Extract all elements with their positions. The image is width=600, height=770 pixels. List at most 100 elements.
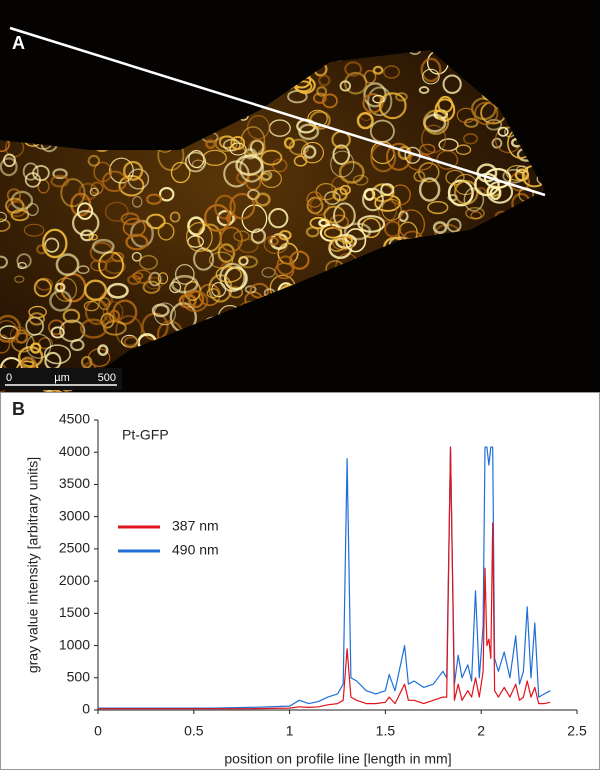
cell (288, 138, 310, 156)
cell (104, 259, 126, 275)
cell (72, 209, 100, 237)
cell (339, 184, 351, 196)
cell (175, 263, 195, 285)
cell (462, 133, 479, 145)
cell (157, 222, 175, 241)
cell (79, 318, 108, 339)
cell (24, 172, 41, 188)
cell (184, 393, 196, 403)
cell (505, 165, 529, 181)
cell (332, 144, 351, 165)
cell (323, 226, 342, 239)
scale-label: 500 (98, 372, 116, 384)
cell (333, 202, 356, 229)
cell (427, 200, 449, 215)
cell (380, 183, 395, 196)
cell (158, 186, 175, 202)
cell (36, 244, 48, 255)
cell (146, 193, 163, 205)
cell (382, 65, 400, 79)
cell (491, 137, 503, 149)
cell (44, 237, 60, 253)
cell (235, 154, 264, 176)
cell (413, 170, 426, 182)
cell (229, 192, 256, 220)
cell (332, 236, 354, 251)
cell (318, 74, 331, 87)
cell (60, 178, 86, 208)
cell (0, 255, 9, 269)
cell (309, 110, 331, 130)
cell (148, 271, 162, 287)
cell (250, 228, 267, 244)
cell (10, 209, 30, 222)
cell (192, 159, 205, 169)
cell (229, 142, 247, 156)
cell (133, 269, 153, 284)
cell (178, 293, 197, 309)
cell (97, 344, 109, 356)
cell (76, 202, 94, 220)
cell (384, 220, 402, 238)
profile-line (9, 26, 546, 197)
cell (395, 92, 408, 102)
cell (372, 65, 384, 75)
cell (89, 187, 99, 197)
cell (246, 115, 270, 140)
y-tick-label: 0 (82, 701, 90, 717)
cell (362, 93, 384, 114)
cell (6, 188, 22, 203)
cell (9, 326, 29, 344)
cell (237, 238, 259, 254)
y-tick-label: 4000 (59, 443, 90, 459)
cell (98, 297, 111, 311)
cell (422, 109, 450, 135)
cell (87, 154, 101, 167)
cell (421, 124, 447, 154)
cell (43, 344, 72, 365)
cell (306, 191, 323, 208)
cell (184, 151, 207, 173)
cell (289, 250, 310, 270)
data-line (98, 446, 551, 710)
cell (219, 226, 243, 253)
cell (52, 168, 68, 180)
cell (442, 74, 462, 94)
cell (42, 228, 68, 259)
cell (131, 196, 143, 208)
y-tick-label: 3500 (59, 475, 90, 491)
cell (455, 144, 472, 156)
cell (228, 286, 244, 299)
x-tick-label: 1 (286, 723, 294, 739)
cell (381, 198, 402, 221)
cell (28, 305, 47, 319)
cell (54, 282, 66, 293)
cell (54, 277, 78, 302)
cell (219, 262, 246, 293)
cell (378, 92, 407, 120)
cell (367, 86, 393, 117)
cell (50, 326, 65, 339)
y-tick-label: 1500 (59, 604, 90, 620)
annotation: Pt-GFP (122, 427, 169, 443)
cell (123, 160, 144, 181)
cell (206, 288, 220, 299)
cell (83, 300, 100, 312)
cell (432, 221, 448, 234)
cell (361, 217, 381, 239)
cell (420, 57, 442, 83)
cell (0, 314, 22, 343)
cell (216, 209, 235, 227)
cell (5, 197, 25, 214)
cell (106, 282, 129, 299)
cell (260, 149, 283, 166)
cell (456, 107, 476, 124)
x-tick-label: 2.5 (567, 723, 587, 739)
cell (301, 141, 324, 164)
cell (249, 282, 270, 299)
cell (323, 205, 346, 224)
cell (318, 218, 330, 228)
cell (55, 253, 80, 276)
cell (70, 338, 85, 352)
